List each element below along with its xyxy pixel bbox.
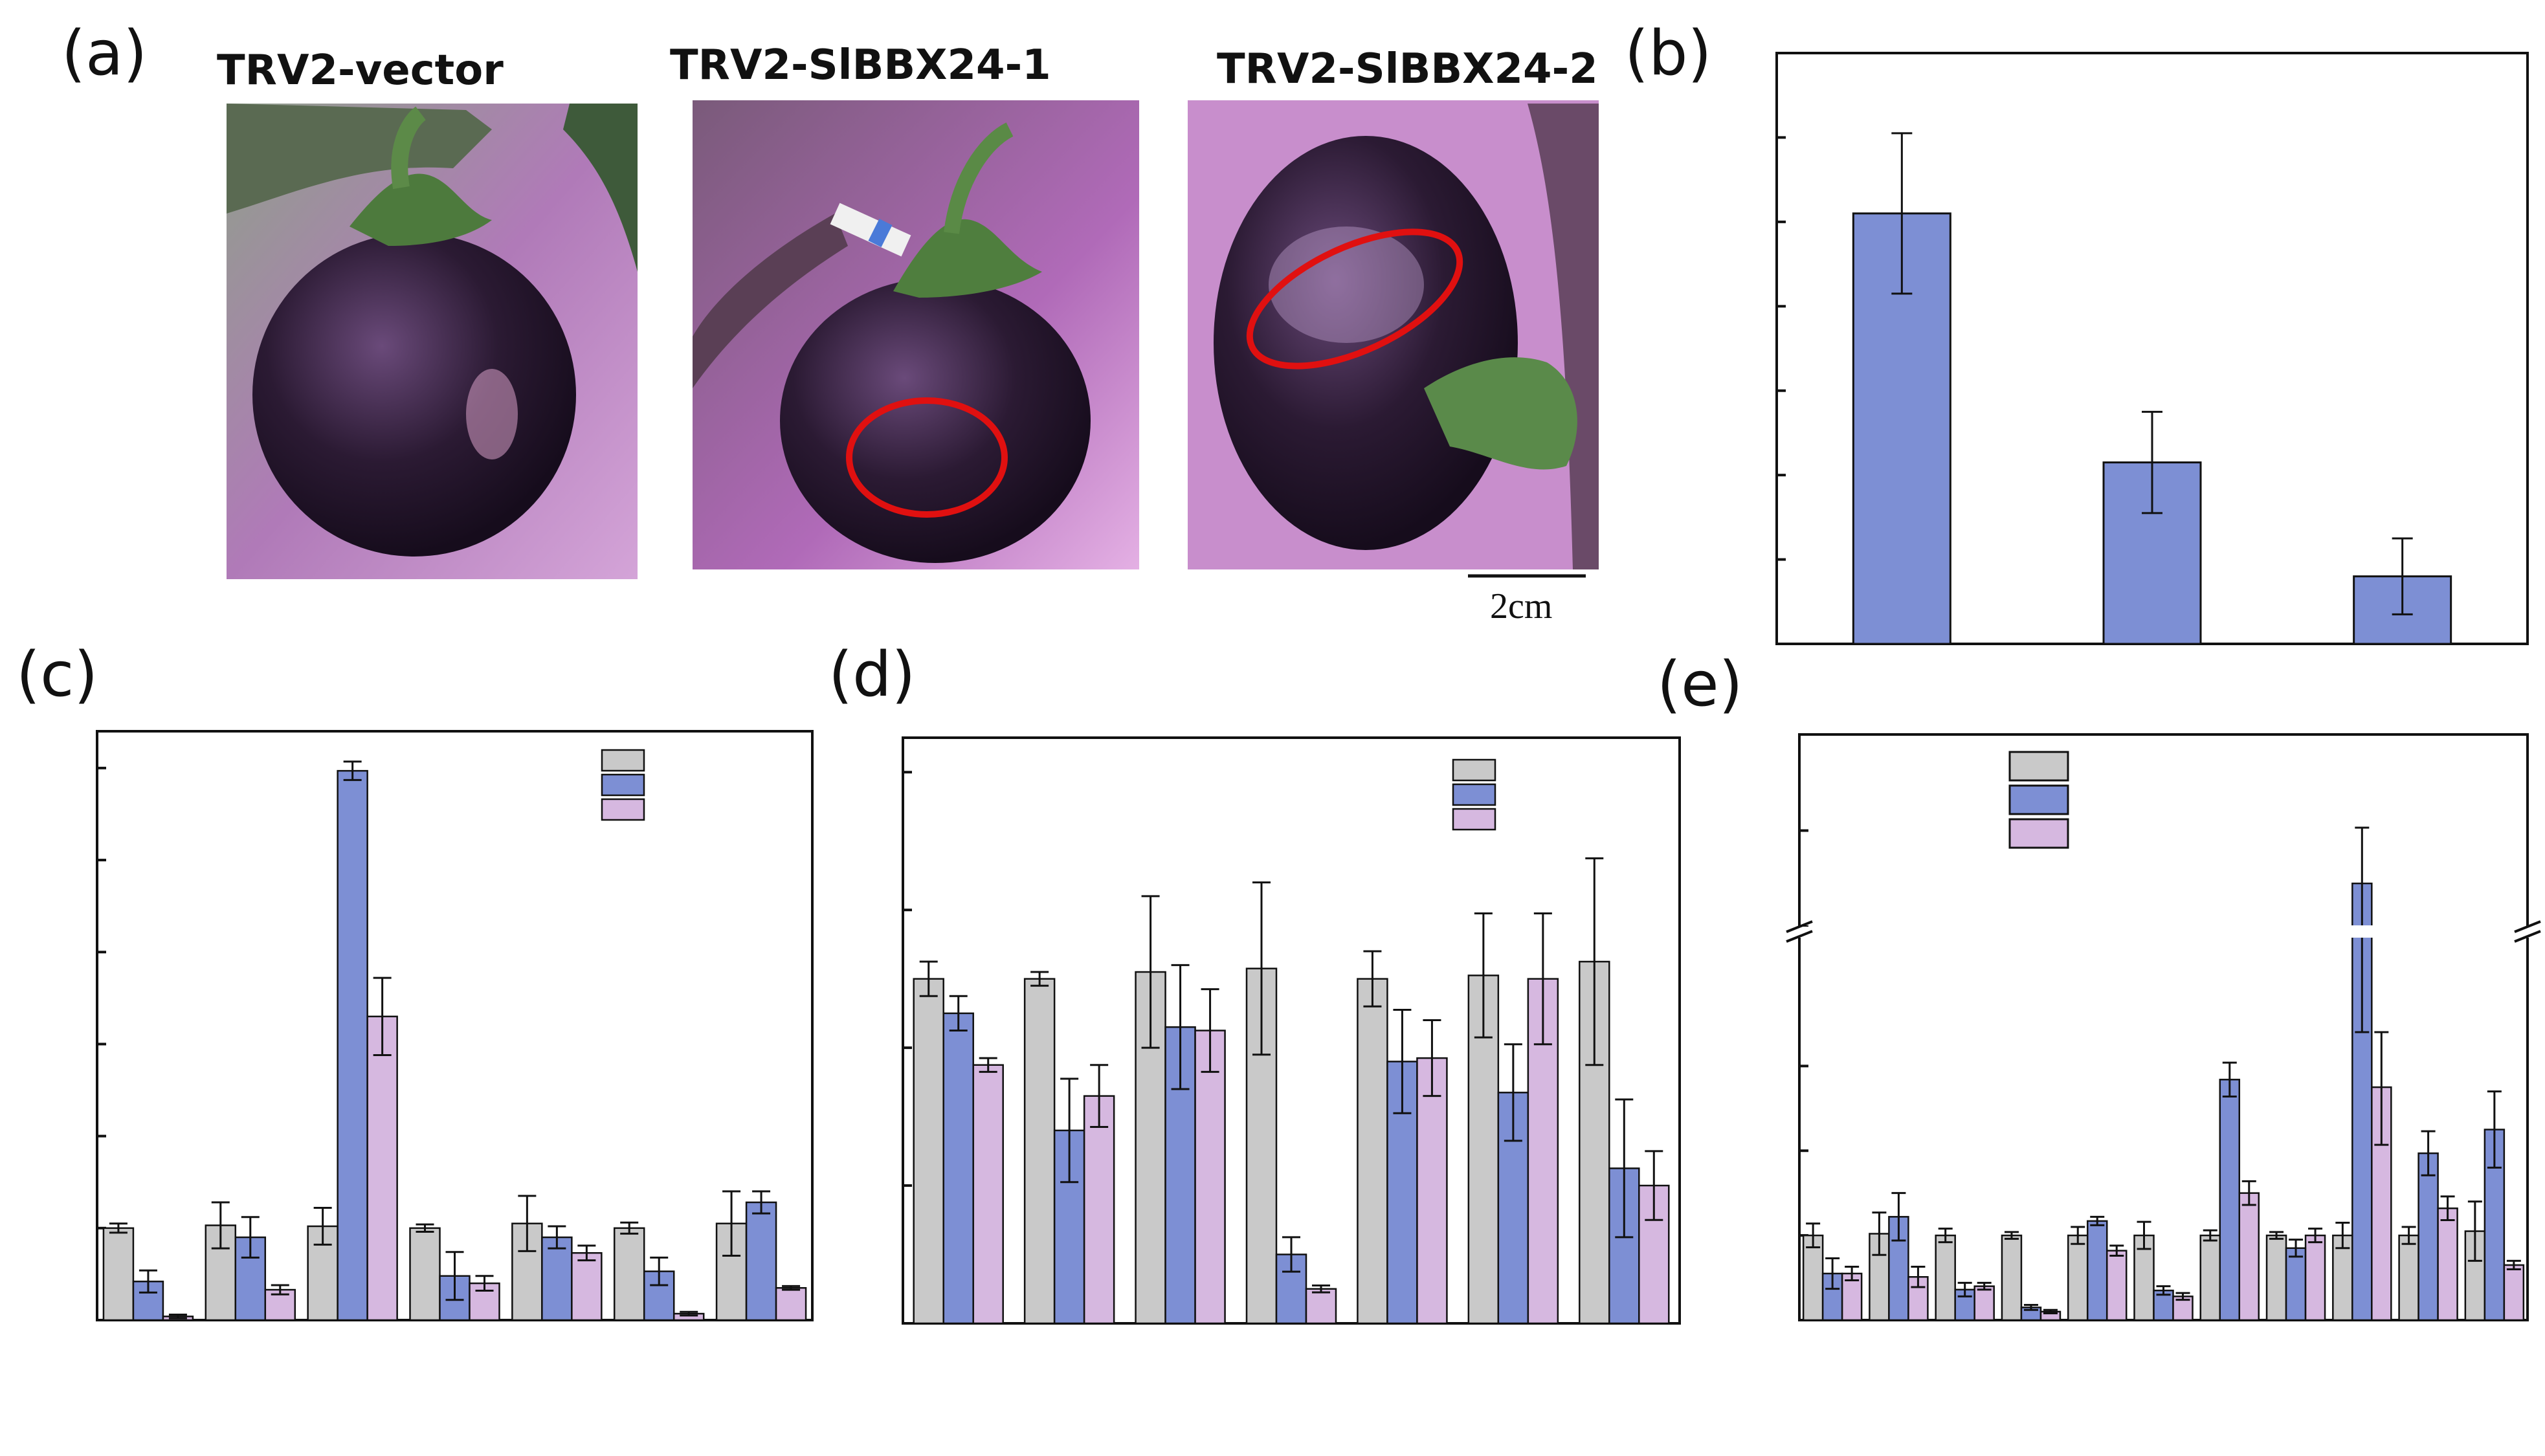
chart-d-bar [972, 1064, 1004, 1325]
photo-title-line2: TRV2-SlBBX24-2 [1217, 45, 1598, 93]
chart-e-bar [2285, 1247, 2307, 1321]
chart-e-bar [2332, 1234, 2353, 1321]
chart-e-bar-break-gap [2350, 925, 2374, 938]
scale-bar: 2cm [1468, 574, 1586, 626]
chart-c-bar [571, 1252, 603, 1321]
chart-e-bar [2219, 1079, 2241, 1321]
chart-e-legend-swatch [2008, 751, 2069, 782]
chart-e-bar [2417, 1152, 2439, 1321]
chart-e-bar [2001, 1234, 2023, 1321]
chart-d-bar [1083, 1095, 1115, 1325]
chart-c-legend-swatch [601, 749, 645, 772]
chart-e-bar [2265, 1234, 2287, 1321]
chart-d-bar [913, 978, 944, 1325]
chart-e-bar [1802, 1234, 1824, 1321]
chart-e-bar [1935, 1234, 1956, 1321]
chart-e-axis-break-mark [1786, 930, 1813, 943]
chart-c-bar [541, 1236, 573, 1321]
photo-trv2-slbbx24-2 [1188, 100, 1599, 569]
chart-c-bar [102, 1227, 135, 1321]
chart-e-bar [1973, 1285, 1995, 1321]
chart-e-legend-swatch [2008, 818, 2069, 849]
chart-d-bar [1416, 1057, 1448, 1325]
highlight-circle-1 [846, 397, 1008, 518]
chart-e-bar [2238, 1192, 2260, 1321]
chart-d-legend-swatch [1452, 783, 1496, 806]
chart-d-bar [1194, 1030, 1226, 1325]
panel-label-d: (d) [828, 639, 915, 711]
chart-d-bar [1023, 978, 1056, 1325]
chart-e-bar [2199, 1234, 2221, 1321]
chart-d-bar [1305, 1288, 1337, 1325]
panel-label-a: (a) [61, 18, 147, 89]
chart-c-legend-swatch [601, 798, 645, 821]
chart-d-bar [942, 1012, 974, 1325]
chart-e-bar [2437, 1207, 2458, 1321]
photo-trv2-vector [227, 104, 638, 579]
chart-c-bar [409, 1227, 441, 1321]
chart-e [1785, 733, 2542, 1321]
chart-e-axis-break-mark [2514, 930, 2541, 943]
chart-e-bar [2503, 1264, 2525, 1321]
chart-c-bar [745, 1201, 777, 1321]
chart-e-bar [1869, 1233, 1890, 1321]
chart-c-bar [775, 1286, 807, 1321]
panel-label-e: (e) [1657, 649, 1743, 720]
chart-e-axis-break-mark [2514, 920, 2541, 933]
chart-c [96, 730, 814, 1321]
chart-e-bar [2067, 1234, 2089, 1321]
chart-e-bar [2106, 1250, 2128, 1321]
chart-e-bar [2304, 1234, 2326, 1321]
chart-d [902, 736, 1681, 1325]
chart-c-bar [337, 769, 368, 1321]
scale-bar-label: 2cm [1490, 586, 1552, 626]
photo-title-vector: TRV2-vector [217, 47, 504, 94]
chart-d-legend-swatch [1452, 758, 1496, 782]
chart-c-bar [613, 1227, 645, 1321]
chart-c-plot-frame [96, 730, 814, 1321]
panel-label-b: (b) [1625, 18, 1711, 89]
chart-e-bar [1888, 1216, 1909, 1321]
chart-d-bar [1357, 978, 1388, 1325]
chart-d-plot-frame [902, 736, 1681, 1325]
panel-label-c: (c) [16, 639, 98, 711]
chart-e-axis-break-mark [1786, 920, 1813, 933]
chart-e-bar [2398, 1234, 2419, 1321]
chart-c-legend-swatch [601, 773, 645, 797]
chart-b [1775, 52, 2529, 645]
chart-d-legend-swatch [1452, 808, 1496, 831]
photo-trv2-slbbx24-1 [693, 100, 1139, 569]
highlight-circle-2 [1246, 228, 1463, 370]
chart-c-bar [366, 1015, 398, 1321]
chart-e-legend-swatch [2008, 784, 2069, 815]
photo-title-line1: TRV2-SlBBX24-1 [670, 41, 1051, 89]
chart-e-bar [2086, 1220, 2108, 1321]
